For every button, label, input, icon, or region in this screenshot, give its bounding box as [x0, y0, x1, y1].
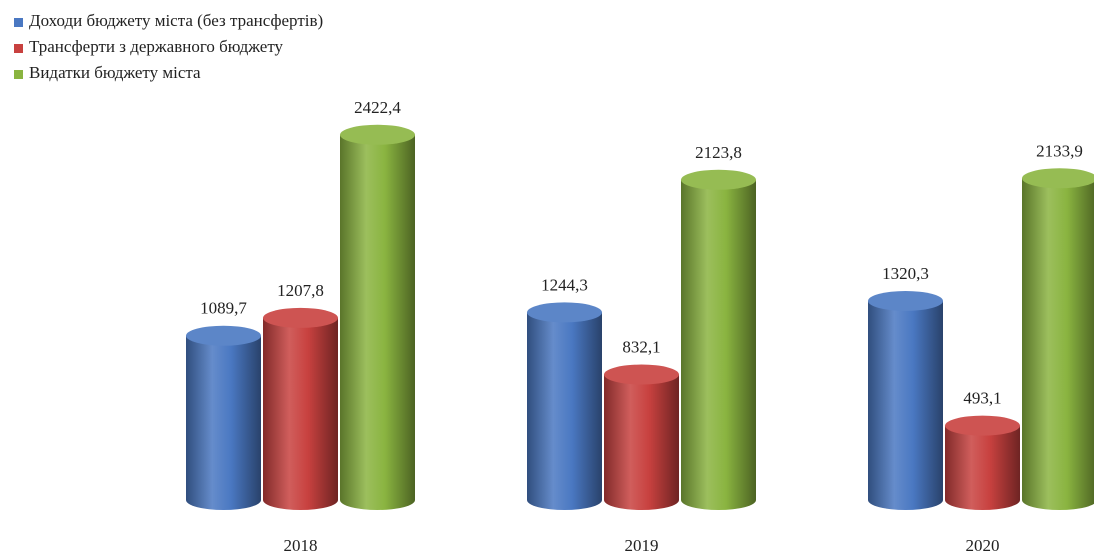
data-label: 493,1 [963, 389, 1001, 408]
bar-top [186, 325, 261, 346]
bar [527, 312, 602, 510]
legend: Доходи бюджету міста (без трансфертів) Т… [14, 8, 323, 86]
bar-top [263, 307, 338, 328]
data-label: 1244,3 [541, 275, 588, 294]
bar [186, 335, 261, 510]
x-tick-label: 2018 [284, 536, 318, 555]
bar [340, 134, 415, 510]
legend-label-transfers: Трансферти з державного бюджету [29, 37, 284, 56]
data-label: 2422,4 [354, 98, 401, 117]
legend-item: Доходи бюджету міста (без трансфертів) [14, 8, 323, 34]
x-tick-label: 2020 [966, 536, 1000, 555]
bar-top [868, 290, 943, 311]
legend-item: Трансферти з державного бюджету [14, 34, 323, 60]
bar [1022, 178, 1094, 510]
bar [868, 300, 943, 510]
legend-item: Видатки бюджету міста [14, 60, 323, 86]
data-label: 2133,9 [1036, 141, 1083, 160]
data-label: 832,1 [622, 338, 660, 357]
bar-top [1022, 168, 1094, 189]
bar-top [527, 302, 602, 323]
legend-label-income: Доходи бюджету міста (без трансфертів) [29, 11, 324, 30]
bar [263, 317, 338, 510]
data-label: 2123,8 [695, 143, 742, 162]
data-label: 1207,8 [277, 281, 324, 300]
bar [681, 179, 756, 510]
data-label: 1089,7 [200, 299, 247, 318]
x-tick-label: 2019 [625, 536, 659, 555]
legend-swatch-income [14, 17, 23, 27]
data-label: 1320,3 [882, 264, 929, 283]
legend-label-expenditures: Видатки бюджету міста [29, 63, 201, 82]
bar [945, 425, 1020, 510]
bar [604, 374, 679, 510]
legend-swatch-expenditures [14, 69, 23, 79]
bar-top [604, 364, 679, 385]
bar-top [945, 415, 1020, 436]
bar-top [340, 124, 415, 145]
legend-swatch-transfers [14, 43, 23, 53]
bar-top [681, 169, 756, 190]
